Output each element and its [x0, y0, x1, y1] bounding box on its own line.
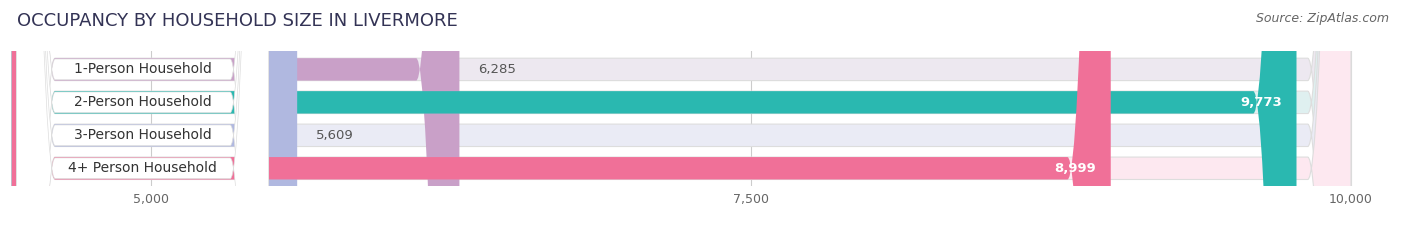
FancyBboxPatch shape	[11, 0, 1351, 233]
FancyBboxPatch shape	[17, 0, 269, 233]
Text: 2-Person Household: 2-Person Household	[73, 95, 211, 109]
Text: Source: ZipAtlas.com: Source: ZipAtlas.com	[1256, 12, 1389, 25]
Text: 1-Person Household: 1-Person Household	[73, 62, 211, 76]
Text: 3-Person Household: 3-Person Household	[73, 128, 211, 142]
Text: 6,285: 6,285	[478, 63, 516, 76]
FancyBboxPatch shape	[17, 0, 269, 233]
Text: OCCUPANCY BY HOUSEHOLD SIZE IN LIVERMORE: OCCUPANCY BY HOUSEHOLD SIZE IN LIVERMORE	[17, 12, 457, 30]
Text: 4+ Person Household: 4+ Person Household	[67, 161, 217, 175]
FancyBboxPatch shape	[17, 0, 269, 233]
FancyBboxPatch shape	[11, 0, 1351, 233]
FancyBboxPatch shape	[11, 0, 297, 233]
FancyBboxPatch shape	[11, 0, 1351, 233]
FancyBboxPatch shape	[11, 0, 460, 233]
Text: 9,773: 9,773	[1240, 96, 1282, 109]
FancyBboxPatch shape	[11, 0, 1351, 233]
FancyBboxPatch shape	[11, 0, 1296, 233]
FancyBboxPatch shape	[17, 0, 269, 233]
Text: 5,609: 5,609	[316, 129, 354, 142]
Text: 8,999: 8,999	[1054, 162, 1097, 175]
FancyBboxPatch shape	[11, 0, 1111, 233]
